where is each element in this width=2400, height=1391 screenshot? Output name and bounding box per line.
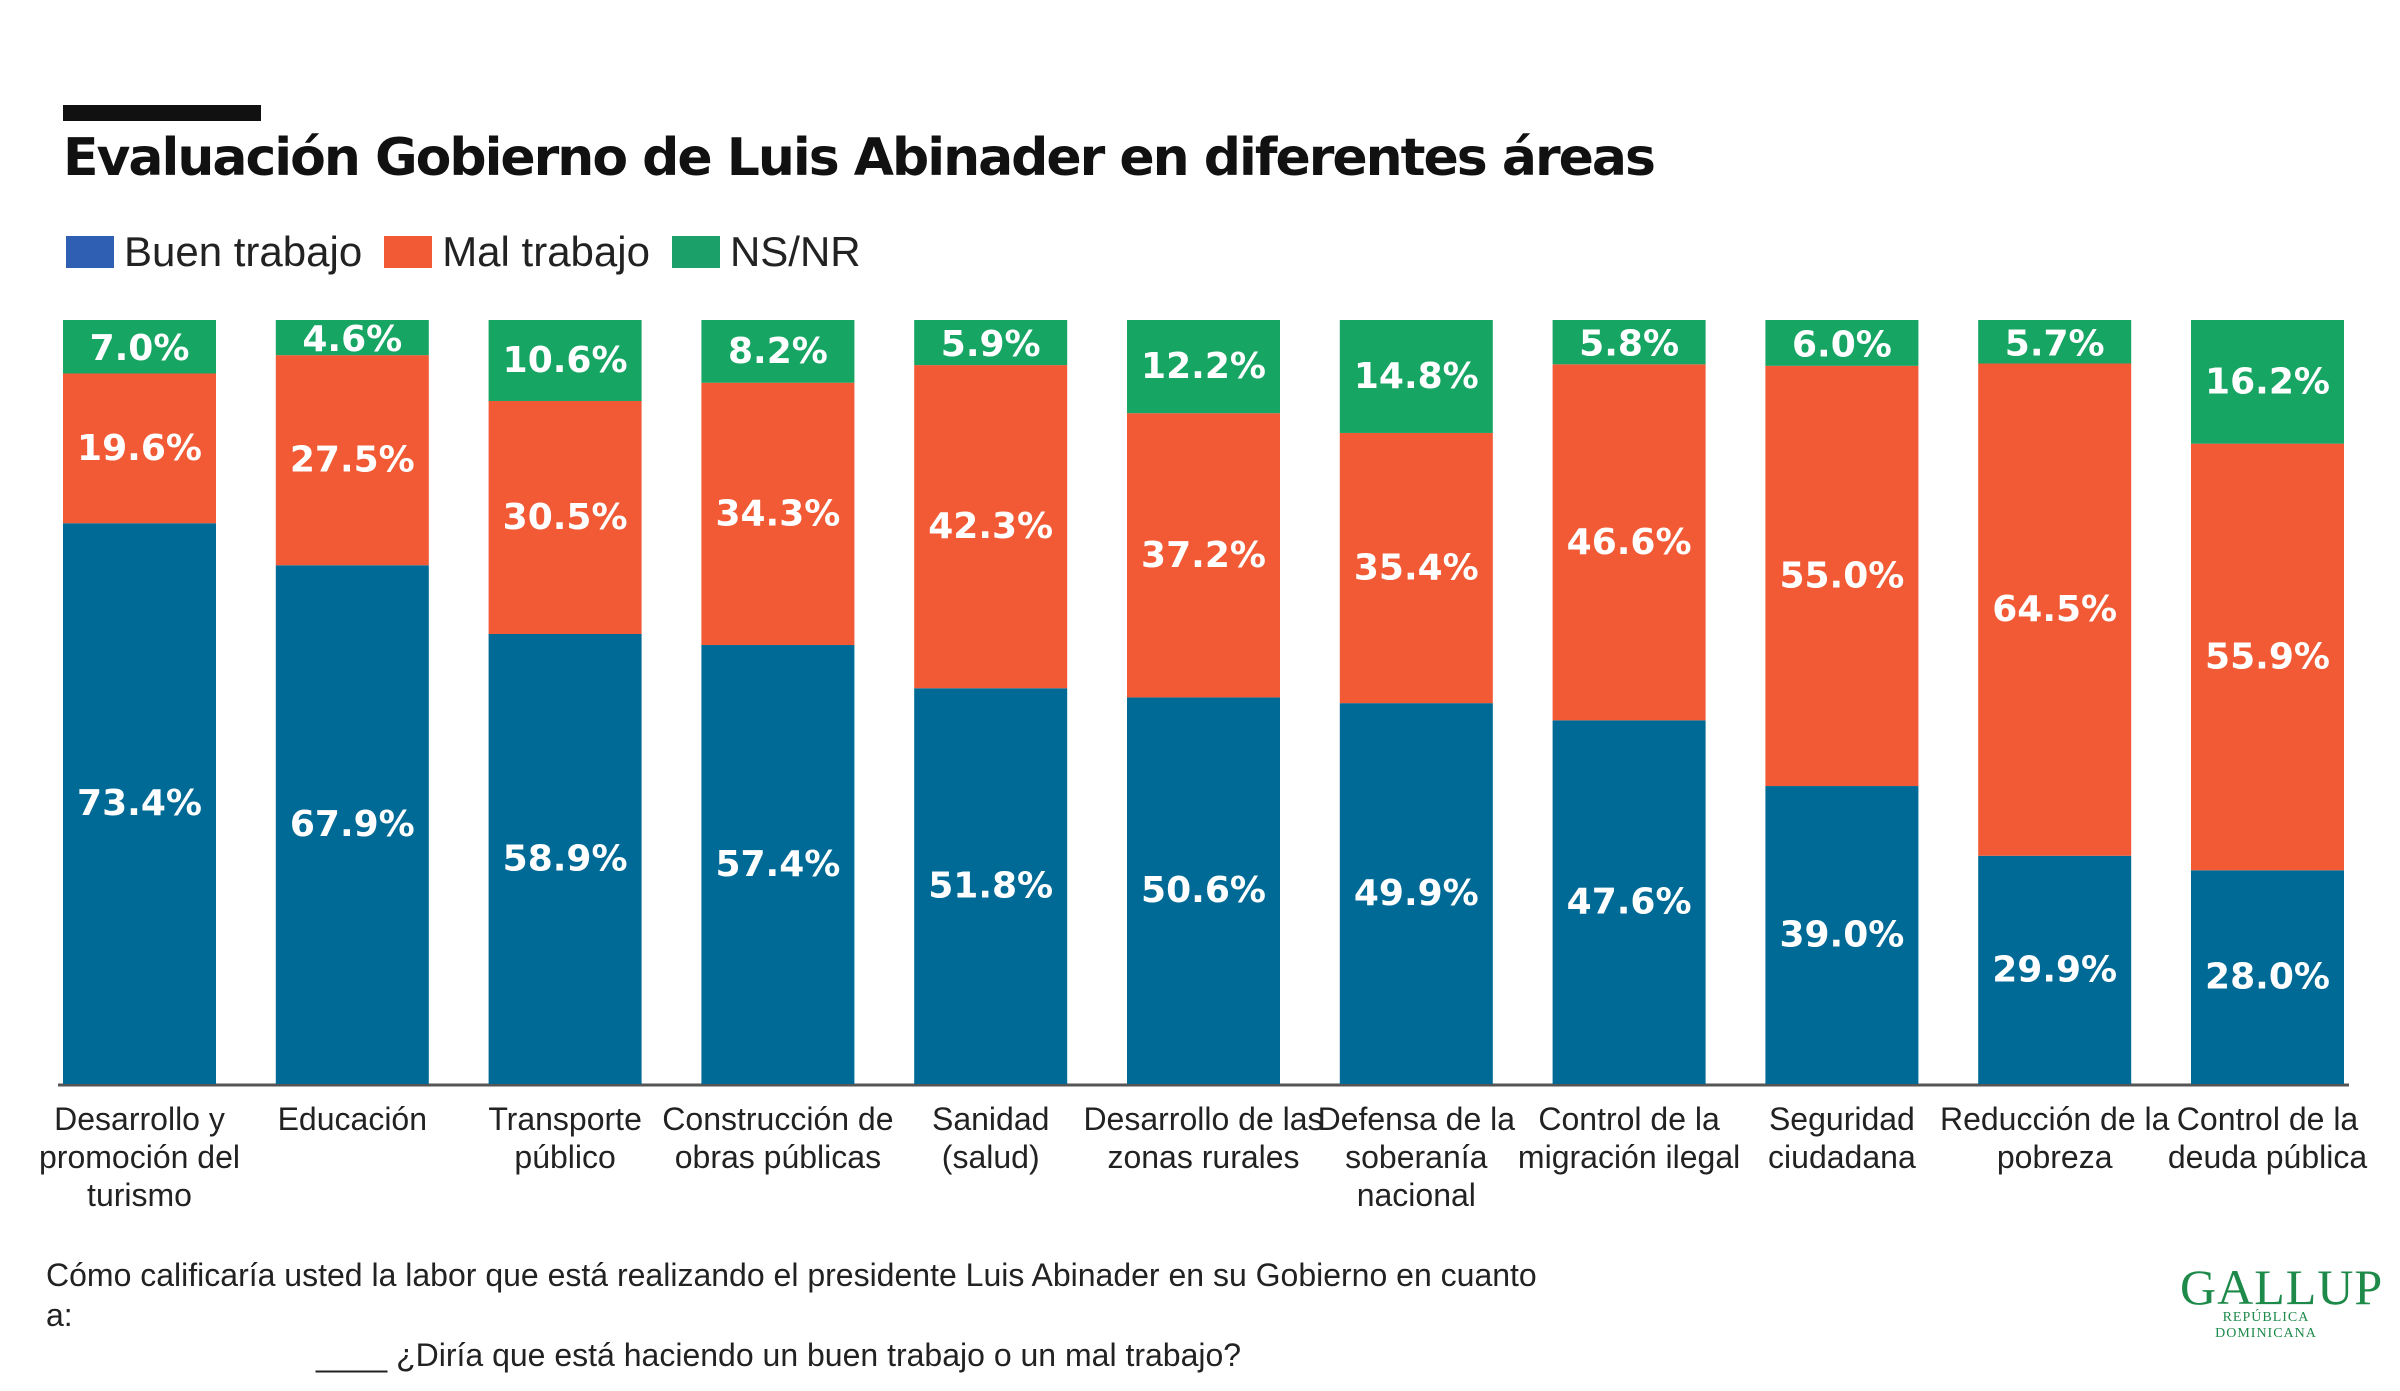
data-label-nsnr: 5.7% (2005, 323, 2105, 364)
category-label: Transporte público (488, 1101, 642, 1175)
data-label-mal: 27.5% (290, 440, 415, 481)
bar-segment-buen (275, 565, 429, 1084)
bar-segment-buen (1765, 786, 1919, 1084)
bar-segment-buen (1552, 720, 1706, 1084)
category-label: Control de la migración ilegal (1518, 1101, 1740, 1175)
bar-segment-buen (701, 645, 855, 1084)
bar-segment-nsnr (2191, 320, 2344, 444)
data-label-buen: 73.4% (77, 783, 202, 824)
data-label-buen: 47.6% (1567, 882, 1692, 923)
legend-label-mal: Mal trabajo (442, 228, 650, 275)
bar-segment-mal (1978, 363, 2132, 856)
title-accent-bar (63, 105, 261, 121)
data-label-buen: 51.8% (928, 866, 1053, 907)
data-label-mal: 35.4% (1354, 548, 1479, 589)
data-label-mal: 19.6% (77, 428, 202, 469)
category-label: Educación (278, 1101, 427, 1137)
bar-segment-nsnr (1339, 320, 1493, 433)
bar-segment-mal (2191, 443, 2344, 871)
legend-item-nsnr: NS/NR (671, 228, 861, 276)
data-label-nsnr: 8.2% (728, 331, 828, 372)
bar-segment-mal (275, 355, 429, 566)
data-label-nsnr: 4.6% (302, 319, 402, 360)
data-label-mal: 42.3% (928, 506, 1053, 547)
data-label-nsnr: 7.0% (90, 328, 190, 369)
bar-segment-mal (914, 365, 1068, 689)
category-label: Defensa de la soberanía nacional (1318, 1101, 1516, 1213)
category-label: Seguridad ciudadana (1768, 1101, 1916, 1175)
data-label-mal: 46.6% (1567, 522, 1692, 563)
question-line-1: Cómo calificaría usted la labor que está… (46, 1257, 1537, 1333)
data-label-nsnr: 5.9% (941, 324, 1041, 365)
data-label-mal: 37.2% (1141, 535, 1266, 576)
data-label-buen: 28.0% (2205, 957, 2330, 998)
bar-segment-mal (488, 400, 642, 635)
bar-segment-buen (488, 634, 642, 1084)
bar-segment-nsnr (1552, 320, 1706, 365)
data-label-buen: 67.9% (290, 804, 415, 845)
question-line-2: ____ ¿Diría que está haciendo un buen tr… (316, 1337, 1242, 1373)
legend-item-mal: Mal trabajo (384, 228, 650, 276)
category-label: Desarrollo de las zonas rurales (1083, 1101, 1323, 1175)
logo-word: GALLUP (2180, 1259, 2384, 1315)
data-label-buen: 49.9% (1354, 873, 1479, 914)
data-label-mal: 64.5% (1992, 589, 2117, 630)
category-label: Construcción de obras públicas (662, 1101, 893, 1175)
data-label-nsnr: 16.2% (2205, 361, 2330, 402)
bar-segment-mal (63, 373, 216, 524)
category-label: Desarrollo y promoción del turismo (39, 1101, 240, 1213)
bar-segment-mal (1339, 432, 1493, 704)
bar-segment-buen (63, 523, 216, 1084)
legend-label-nsnr: NS/NR (729, 228, 861, 275)
logo-subtitle: REPÚBLICA DOMINICANA (2215, 1310, 2317, 1341)
bar-segment-nsnr (1765, 320, 1919, 366)
bar-segment-nsnr (701, 320, 855, 383)
bar-segment-mal (701, 382, 855, 646)
data-label-buen: 50.6% (1141, 870, 1266, 911)
legend-swatch-buen (66, 236, 114, 268)
data-label-mal: 55.0% (1779, 555, 1904, 596)
bar-segment-nsnr (1978, 320, 2132, 364)
category-label: Control de la deuda pública (2168, 1101, 2367, 1175)
bar-segment-nsnr (488, 320, 642, 401)
data-label-nsnr: 14.8% (1354, 356, 1479, 397)
legend-swatch-mal (384, 236, 433, 268)
bar-segment-nsnr (914, 320, 1068, 366)
data-label-mal: 55.9% (2205, 636, 2330, 677)
bar-segment-mal (1127, 413, 1280, 698)
data-label-buen: 29.9% (1992, 949, 2117, 990)
legend-swatch-nsnr (671, 236, 720, 268)
bar-segment-mal (1765, 365, 1919, 787)
survey-question: Cómo calificaría usted la labor que está… (46, 1255, 1546, 1375)
data-label-nsnr: 6.0% (1792, 324, 1892, 365)
legend-item-buen: Buen trabajo (66, 228, 362, 276)
data-label-buen: 39.0% (1779, 915, 1904, 956)
category-label: Sanidad (salud) (932, 1101, 1049, 1175)
chart-title: Evaluación Gobierno de Luis Abinader en … (63, 128, 1656, 188)
bar-segment-buen (914, 688, 1068, 1084)
data-label-mal: 30.5% (503, 497, 628, 538)
data-label-mal: 34.3% (715, 493, 840, 534)
gallup-logo: GALLUP REPÚBLICA DOMINICANA (2180, 1259, 2384, 1342)
bar-segment-buen (2191, 870, 2344, 1084)
legend-label-buen: Buen trabajo (124, 228, 363, 275)
bar-segment-buen (1127, 697, 1280, 1084)
data-label-buen: 58.9% (503, 839, 628, 880)
legend: Buen trabajo Mal trabajo NS/NR (66, 228, 883, 276)
bar-segment-buen (1978, 855, 2132, 1084)
data-label-nsnr: 5.8% (1579, 324, 1679, 365)
data-label-buen: 57.4% (715, 844, 840, 885)
category-label: Reducción de la pobreza (1940, 1101, 2170, 1175)
bar-segment-nsnr (275, 320, 429, 356)
bar-segment-nsnr (1127, 320, 1280, 414)
bar-segment-buen (1339, 703, 1493, 1084)
data-label-nsnr: 12.2% (1141, 346, 1266, 387)
bar-segment-mal (1552, 364, 1706, 721)
bar-segment-nsnr (63, 320, 216, 374)
data-label-nsnr: 10.6% (503, 340, 628, 381)
